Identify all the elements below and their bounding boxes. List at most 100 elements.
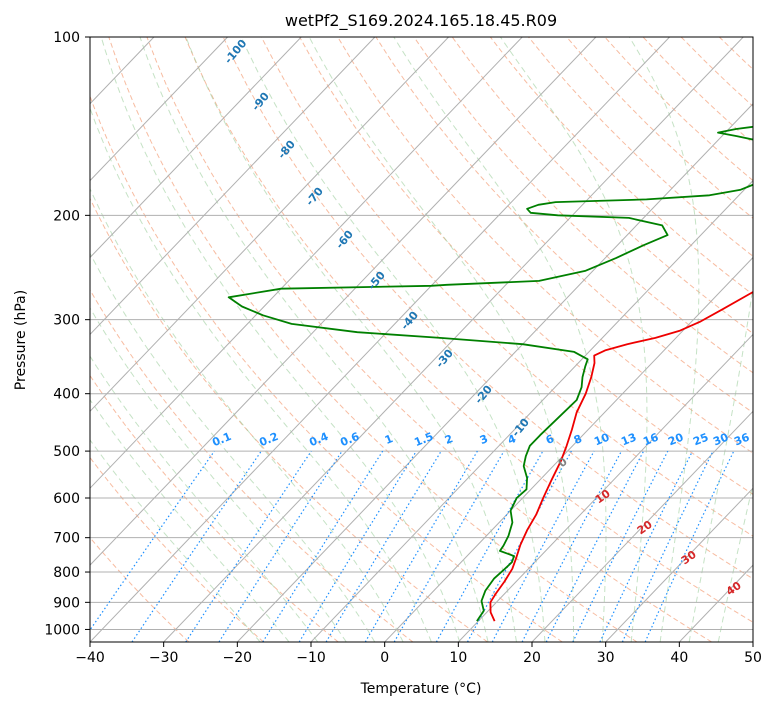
y-tick-label: 1000 — [44, 622, 80, 638]
mixing-ratio-label: 30 — [711, 431, 730, 449]
dry-adiabat-line — [222, 37, 753, 580]
dry-adiabat-line — [375, 37, 753, 414]
isotherm-line — [90, 37, 597, 566]
moist-adiabat-line — [90, 439, 261, 642]
mixing-ratio-label: 1 — [383, 432, 395, 447]
mixing-ratio-line — [545, 450, 645, 642]
mixing-ratio-label: 16 — [641, 431, 660, 449]
mixing-ratio-label: 13 — [619, 431, 638, 449]
x-tick-label: 20 — [523, 650, 541, 666]
isotherm-line — [90, 37, 670, 642]
y-tick-label: 500 — [53, 444, 80, 460]
dry-adiabat-line — [757, 37, 775, 642]
mixing-ratio-line — [298, 450, 417, 642]
mixing-ratio-line — [521, 450, 623, 642]
mixing-ratio-line — [491, 450, 595, 642]
x-tick-label: 0 — [380, 650, 389, 666]
dry-adiabat-line — [90, 456, 264, 642]
x-tick-label: 50 — [744, 650, 762, 666]
isotherm-line — [90, 37, 523, 489]
mixing-ratio-line — [218, 450, 343, 642]
x-axis: −40 −30 −20 −10 0 10 20 30 40 50 — [75, 642, 762, 666]
moist-adiabat-line — [90, 187, 404, 642]
y-tick-label: 200 — [53, 208, 80, 224]
y-tick-label: 300 — [53, 313, 80, 329]
dry-adiabat-label: -20 — [472, 383, 495, 407]
isotherm-line — [236, 103, 753, 642]
moist-adiabat-line — [90, 355, 319, 642]
moist-adiabat-line — [90, 106, 432, 642]
dry-adiabat-line — [184, 37, 753, 623]
mixing-ratio-line — [364, 450, 478, 642]
mixing-ratio-label: 3 — [478, 432, 490, 447]
mixing-ratio-label: 2 — [443, 432, 455, 447]
dry-adiabat-line — [90, 197, 488, 642]
dry-adiabat-line — [90, 536, 190, 642]
mixing-ratio-line — [325, 450, 442, 642]
dry-adiabat-line — [90, 94, 563, 642]
moist-adiabat-line — [240, 37, 546, 642]
y-axis-title: Pressure (hPa) — [13, 290, 29, 390]
x-axis-title: Temperature (°C) — [360, 681, 482, 697]
dry-adiabat-label: -80 — [275, 138, 298, 162]
dry-adiabat-line — [108, 37, 638, 642]
dry-adiabat-line — [90, 288, 414, 642]
x-tick-label: 10 — [449, 650, 467, 666]
x-tick-label: −30 — [149, 650, 179, 666]
chart-title: wetPf2_S169.2024.165.18.45.R09 — [285, 11, 557, 31]
y-tick-label: 400 — [53, 387, 80, 403]
moist-adiabat-line — [185, 37, 517, 642]
mixing-ratio-label: 0.1 — [210, 430, 233, 449]
mixing-ratio-label: 0.4 — [307, 430, 330, 449]
background-lines — [0, 37, 775, 642]
isotherm-line — [531, 410, 753, 642]
y-tick-label: 700 — [53, 531, 80, 547]
moist-adiabat-line — [628, 37, 700, 642]
mixing-ratio-line — [435, 450, 544, 642]
temperature-profile-line — [489, 290, 753, 622]
moist-adiabat-label: 40 — [724, 579, 744, 599]
y-tick-label: 800 — [53, 565, 80, 581]
x-tick-label: −20 — [223, 650, 253, 666]
y-tick-label: 900 — [53, 595, 80, 611]
isotherm-line — [90, 37, 449, 413]
mixing-ratio-label: 8 — [572, 432, 584, 447]
x-tick-label: 30 — [597, 650, 615, 666]
x-tick-label: −40 — [75, 650, 105, 666]
dewpoint-profile-line — [227, 125, 753, 622]
dry-adiabat-line — [451, 37, 753, 335]
moist-adiabat-line — [308, 37, 575, 642]
mixing-ratio-line — [131, 450, 262, 642]
moist-adiabat-line — [499, 37, 648, 642]
moist-adiabat-line — [90, 252, 376, 642]
profile-lines — [227, 125, 753, 622]
x-tick-label: −10 — [296, 650, 326, 666]
isotherm-line — [90, 37, 228, 182]
mixing-ratio-label: 25 — [691, 431, 710, 449]
mixing-ratio-line — [185, 450, 312, 642]
y-axis: 100 200 300 400 500 600 700 800 900 1000 — [44, 30, 90, 638]
dry-adiabat-label: -30 — [433, 347, 456, 371]
dry-adiabat-label: -90 — [249, 90, 272, 114]
isotherm-line — [90, 37, 302, 259]
dry-adiabat-line — [299, 37, 753, 495]
y-tick-label: 600 — [53, 491, 80, 507]
isotherm-line — [678, 564, 753, 642]
line-labels: -100-90-80-70-60-50-40-30-20-100.1 0.2 0.4… — [210, 37, 751, 599]
isotherm-line — [605, 487, 753, 642]
isotherm-line — [0, 37, 7, 642]
dry-adiabat-line — [146, 37, 712, 642]
moist-adiabat-line — [393, 37, 607, 642]
moist-adiabat-line — [717, 482, 753, 642]
mixing-ratio-line — [621, 450, 714, 642]
moist-adiabat-label: 20 — [635, 518, 655, 538]
mixing-ratio-line — [644, 450, 735, 642]
moist-adiabat-line — [90, 398, 290, 642]
isotherm-line — [752, 641, 753, 642]
dry-adiabat-line — [489, 37, 753, 296]
mixing-ratio-line — [393, 450, 505, 642]
isotherm-line — [90, 37, 376, 336]
mixing-ratio-label: 1.5 — [412, 430, 435, 449]
mixing-ratio-label: 0.6 — [338, 430, 361, 449]
